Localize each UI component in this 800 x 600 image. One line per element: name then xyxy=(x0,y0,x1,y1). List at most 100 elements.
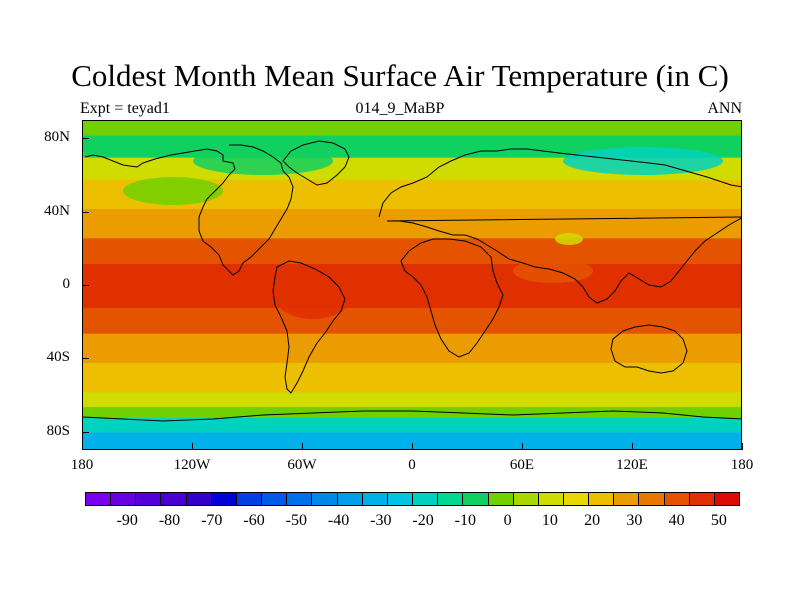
lon-tick xyxy=(412,443,413,450)
temperature-anomalies xyxy=(123,147,723,319)
lon-label-6: 180 xyxy=(730,457,754,473)
coastline-antarctica xyxy=(83,410,741,422)
colorbar-label: 50 xyxy=(710,512,727,529)
coastlines xyxy=(83,140,741,422)
temperature-band-7 xyxy=(83,308,741,335)
temperature-band-13 xyxy=(83,432,741,449)
colorbar-label: 30 xyxy=(626,512,643,529)
colorbar-label: 0 xyxy=(503,512,512,529)
lon-tick xyxy=(302,443,303,450)
coastline-africa xyxy=(400,238,504,358)
colorbar-cell-10 xyxy=(337,493,363,505)
season-label: ANN xyxy=(707,100,742,117)
colorbar-label: 20 xyxy=(584,512,601,529)
coastline-eurasia xyxy=(378,148,741,218)
period-label: 014_9_MaBP xyxy=(355,100,445,117)
colorbar-cell-8 xyxy=(287,493,313,505)
coastline-asia-south xyxy=(386,216,741,304)
lon-tick xyxy=(82,443,83,450)
colorbar-label: -40 xyxy=(327,512,350,529)
colorbar-cell-5 xyxy=(211,493,237,505)
lon-tick xyxy=(742,443,743,450)
colorbar-cell-1 xyxy=(111,493,137,505)
colorbar-cell-7 xyxy=(262,493,288,505)
colorbar-label: -20 xyxy=(412,512,434,529)
lat-label-80N: 80N xyxy=(44,129,70,146)
colorbar-cell-21 xyxy=(614,493,640,505)
temperature-band-10 xyxy=(83,392,741,408)
colorbar-cell-17 xyxy=(513,493,539,505)
lon-label-5: 120E xyxy=(616,457,648,473)
lat-label-40N: 40N xyxy=(44,202,70,219)
lat-label-0: 0 xyxy=(62,276,71,292)
temperature-band-12 xyxy=(83,418,741,434)
colorbar-cell-18 xyxy=(538,493,564,505)
colorbar-label: -90 xyxy=(116,512,138,529)
colorbar-cell-4 xyxy=(186,493,212,505)
colorbar-cell-16 xyxy=(488,493,514,505)
lat-tick xyxy=(82,431,89,433)
colorbar-cell-3 xyxy=(161,493,187,505)
temperature-map xyxy=(82,120,742,450)
colorbar-label: -60 xyxy=(243,512,265,529)
lat-tick xyxy=(82,285,89,286)
experiment-label: Expt = teyad1 xyxy=(80,100,170,117)
lat-tick xyxy=(82,211,89,213)
lon-tick xyxy=(192,443,193,450)
colorbar-label: 40 xyxy=(668,512,685,529)
colorbar-cell-14 xyxy=(438,493,464,505)
colorbar-cell-11 xyxy=(362,493,388,505)
colorbar-cell-20 xyxy=(589,493,615,505)
temperature-bands xyxy=(83,121,741,449)
colorbar-cell-19 xyxy=(563,493,590,505)
temperature-band-4 xyxy=(83,209,741,239)
colorbar xyxy=(85,492,740,506)
colorbar-cell-9 xyxy=(312,493,338,505)
tibet-cold-spot xyxy=(555,233,583,245)
coastline-greenland xyxy=(282,140,350,186)
colorbar-cell-22 xyxy=(639,493,665,505)
colorbar-cell-0 xyxy=(86,493,112,505)
lon-label-1: 120W xyxy=(173,457,211,473)
lat-label-80S: 80S xyxy=(46,422,70,439)
lon-tick xyxy=(632,443,633,450)
north-america-cold-zone xyxy=(193,147,333,175)
lat-tick xyxy=(82,138,89,140)
colorbar-cell-24 xyxy=(689,493,715,505)
plot-title: Coldest Month Mean Surface Air Temperatu… xyxy=(71,58,729,93)
colorbar-cell-23 xyxy=(664,493,690,505)
temperature-band-9 xyxy=(83,363,741,393)
colorbar-cell-2 xyxy=(136,493,162,505)
lat-tick xyxy=(82,358,89,360)
siberia-cold-zone xyxy=(563,147,723,175)
colorbar-label: 10 xyxy=(541,512,558,529)
colorbar-cell-6 xyxy=(236,493,263,505)
colorbar-label: -30 xyxy=(370,512,392,529)
temperature-band-5 xyxy=(83,238,741,265)
colorbar-cell-25 xyxy=(714,493,740,505)
lon-tick xyxy=(522,443,523,450)
colorbar-cell-13 xyxy=(413,493,439,505)
coastline-south-america xyxy=(272,260,346,394)
temperature-band-11 xyxy=(83,407,741,419)
lat-label-40S: 40S xyxy=(46,349,70,366)
sahara-warm-zone xyxy=(513,259,593,283)
coastline-australia xyxy=(610,324,688,374)
colorbar-label: -80 xyxy=(158,512,181,529)
lon-label-2: 60W xyxy=(287,457,317,473)
lon-label-0: 180 xyxy=(70,457,94,473)
temperature-band-8 xyxy=(83,333,741,364)
colorbar-label: -10 xyxy=(454,512,476,529)
colorbar-cell-12 xyxy=(387,493,414,505)
coastline-north-america xyxy=(84,144,294,276)
map-graphic xyxy=(83,121,741,449)
amazon-hotspot xyxy=(275,275,351,319)
lon-label-3: 0 xyxy=(408,457,416,473)
temperature-band-0 xyxy=(83,121,741,137)
lon-label-4: 60E xyxy=(509,457,535,473)
colorbar-label: -70 xyxy=(201,512,223,529)
colorbar-label: -50 xyxy=(285,512,307,529)
alaska-cool-zone xyxy=(123,177,223,205)
colorbar-cell-15 xyxy=(463,493,489,505)
temperature-band-6 xyxy=(83,264,741,309)
